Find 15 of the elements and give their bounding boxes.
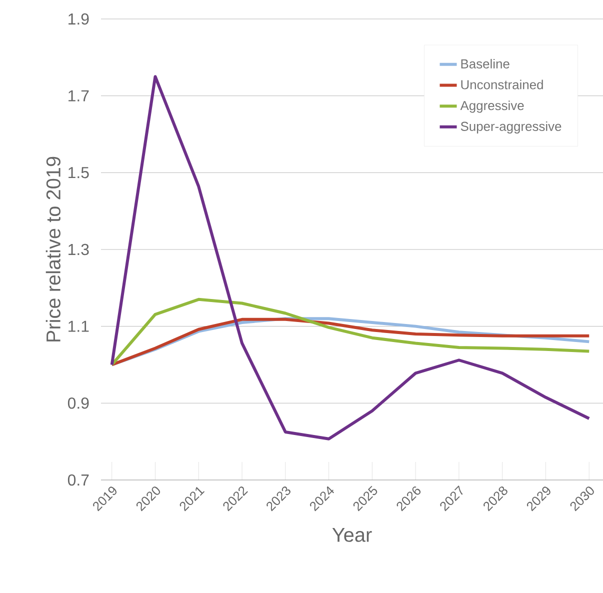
y-tick-label: 1.3 <box>68 244 89 256</box>
line-series <box>110 298 591 366</box>
y-tick-label: 1.5 <box>68 167 89 178</box>
line-series <box>110 75 591 440</box>
y-tick-label: 1.9 <box>68 13 89 25</box>
y-axis-title: Price relative to 2019 <box>46 156 60 342</box>
y-tick-label: 1.7 <box>68 90 89 102</box>
legend-label: Super-aggressive <box>460 121 562 134</box>
y-tick-label: 1.1 <box>68 320 89 332</box>
legend-label: Aggressive <box>460 100 524 113</box>
legend-label: Baseline <box>461 58 510 68</box>
y-tick-label: 0.9 <box>68 398 89 409</box>
x-axis-title: Year <box>332 528 372 542</box>
y-tick-label: 0.7 <box>68 474 89 486</box>
legend-label: Unconstrained <box>461 80 543 90</box>
